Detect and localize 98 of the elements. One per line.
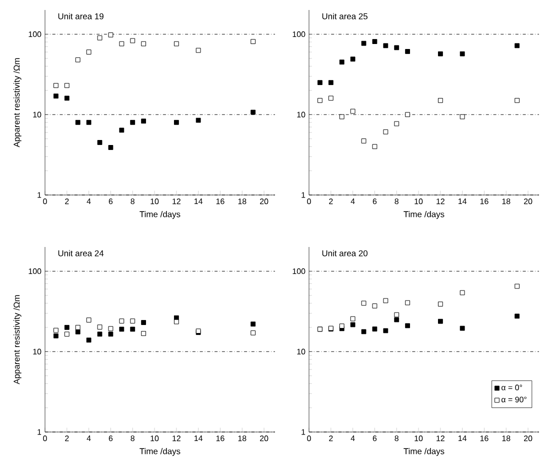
point bbox=[108, 332, 114, 337]
point bbox=[64, 332, 70, 337]
point bbox=[405, 323, 410, 328]
point bbox=[119, 326, 124, 332]
point bbox=[75, 324, 80, 330]
point bbox=[339, 324, 344, 328]
point bbox=[350, 316, 356, 322]
point bbox=[514, 314, 520, 319]
point bbox=[130, 120, 136, 125]
point bbox=[196, 48, 201, 53]
point bbox=[119, 128, 124, 133]
point bbox=[250, 39, 256, 44]
point bbox=[460, 114, 465, 120]
point bbox=[372, 303, 378, 308]
point bbox=[174, 319, 179, 324]
point bbox=[108, 145, 114, 150]
point bbox=[339, 60, 344, 65]
point bbox=[97, 35, 102, 40]
chart-title: Unit area 24 bbox=[58, 250, 104, 256]
point bbox=[97, 324, 102, 330]
point bbox=[64, 324, 70, 330]
point bbox=[54, 328, 58, 333]
point bbox=[394, 45, 400, 50]
point bbox=[460, 290, 465, 296]
point bbox=[372, 39, 378, 44]
point bbox=[372, 144, 378, 150]
point bbox=[141, 118, 146, 124]
x-axis-title: Time /days bbox=[140, 210, 180, 219]
point bbox=[361, 300, 366, 306]
point bbox=[514, 43, 520, 48]
point bbox=[328, 80, 334, 86]
point bbox=[339, 114, 344, 120]
y-axis-title: Apparent resistivity /Ωm bbox=[13, 295, 22, 384]
point bbox=[350, 108, 356, 114]
point bbox=[383, 328, 388, 334]
point bbox=[438, 318, 443, 324]
point bbox=[130, 38, 136, 44]
point bbox=[86, 120, 92, 125]
point bbox=[383, 298, 388, 304]
y-axis-title: Apparent resistivity /Ωm bbox=[13, 58, 22, 148]
point bbox=[64, 83, 70, 88]
point bbox=[75, 329, 80, 334]
point bbox=[86, 318, 92, 322]
point bbox=[394, 312, 400, 318]
point bbox=[438, 98, 443, 103]
point bbox=[54, 94, 58, 99]
point bbox=[119, 41, 124, 46]
point bbox=[394, 317, 400, 322]
chart-title: Unit area 20 bbox=[322, 250, 368, 256]
point bbox=[64, 96, 70, 101]
point bbox=[54, 333, 58, 338]
point bbox=[108, 326, 114, 332]
point bbox=[438, 302, 443, 307]
x-axis-title: Time /days bbox=[404, 210, 444, 219]
x-axis-title: Time /days bbox=[140, 448, 180, 456]
point bbox=[250, 110, 256, 115]
point bbox=[108, 32, 114, 38]
point bbox=[119, 318, 124, 324]
point bbox=[405, 300, 410, 306]
point bbox=[514, 98, 520, 103]
point bbox=[405, 49, 410, 54]
point bbox=[97, 332, 102, 337]
point bbox=[394, 121, 400, 126]
point bbox=[75, 57, 80, 62]
point bbox=[196, 118, 201, 123]
point bbox=[141, 331, 146, 336]
point bbox=[86, 338, 92, 343]
point bbox=[361, 138, 366, 144]
point bbox=[174, 120, 179, 125]
point bbox=[438, 51, 443, 56]
point bbox=[514, 284, 520, 289]
point bbox=[86, 50, 92, 54]
point bbox=[318, 98, 322, 103]
chart-title: Unit area 19 bbox=[58, 13, 104, 20]
point bbox=[250, 322, 256, 327]
chart-title: Unit area 25 bbox=[322, 13, 368, 20]
point bbox=[141, 320, 146, 325]
point bbox=[97, 140, 102, 145]
point bbox=[54, 83, 58, 88]
point bbox=[383, 43, 388, 48]
point bbox=[460, 51, 465, 56]
point bbox=[174, 41, 179, 46]
point bbox=[372, 326, 378, 332]
point bbox=[350, 322, 356, 328]
point bbox=[250, 330, 256, 336]
point bbox=[318, 80, 322, 86]
point bbox=[383, 129, 388, 134]
point bbox=[361, 40, 366, 46]
point bbox=[405, 112, 410, 118]
point bbox=[130, 318, 136, 324]
point bbox=[130, 326, 136, 332]
point bbox=[460, 326, 465, 331]
point bbox=[328, 96, 334, 101]
point bbox=[141, 41, 146, 46]
point bbox=[75, 120, 80, 125]
point bbox=[350, 56, 356, 62]
x-axis-title: Time /days bbox=[404, 448, 444, 456]
point bbox=[361, 329, 366, 334]
